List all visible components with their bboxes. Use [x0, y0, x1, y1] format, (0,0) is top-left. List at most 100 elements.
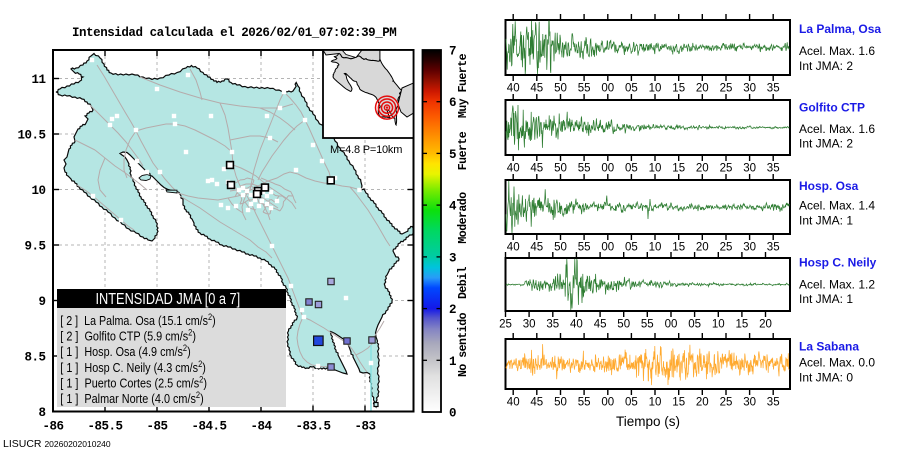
svg-text:La Palma, Osa: La Palma, Osa	[799, 22, 881, 36]
svg-text:Acel. Max. 1.4: Acel. Max. 1.4	[799, 199, 875, 213]
svg-text:50: 50	[554, 397, 567, 409]
svg-text:55: 55	[578, 397, 591, 409]
svg-text:Acel. Max. 0.0: Acel. Max. 0.0	[799, 356, 875, 370]
svg-text:40: 40	[507, 397, 520, 409]
svg-text:10: 10	[712, 319, 725, 331]
svg-text:-83.5: -83.5	[295, 420, 330, 434]
svg-text:00: 00	[601, 397, 614, 409]
svg-text:Hosp. Osa: Hosp. Osa	[799, 179, 859, 193]
svg-text:6: 6	[449, 96, 456, 110]
svg-text:25: 25	[720, 242, 733, 254]
svg-text:Int JMA: 0: Int JMA: 0	[799, 371, 853, 385]
svg-text:No sentido: No sentido	[457, 312, 470, 377]
svg-text:15: 15	[736, 319, 749, 331]
svg-text:-84: -84	[250, 420, 272, 434]
svg-text:35: 35	[767, 163, 780, 175]
svg-text:05: 05	[688, 319, 701, 331]
svg-text:[ 1 ] Hosp C. Neily (4.3 cm/s: [ 1 ] Hosp C. Neily (4.3 cm/s2)	[60, 359, 206, 375]
svg-text:7: 7	[449, 45, 456, 59]
svg-text:50: 50	[617, 319, 630, 331]
svg-text:-84.5: -84.5	[191, 420, 226, 434]
svg-text:35: 35	[767, 242, 780, 254]
svg-text:10: 10	[649, 397, 662, 409]
svg-text:30: 30	[743, 242, 756, 254]
svg-text:Int JMA: 1: Int JMA: 1	[799, 292, 853, 306]
svg-text:1: 1	[449, 355, 456, 369]
svg-text:40: 40	[507, 242, 520, 254]
svg-text:35: 35	[767, 397, 780, 409]
svg-text:Moderado: Moderado	[457, 192, 470, 244]
svg-text:Hosp C. Neily: Hosp C. Neily	[799, 256, 877, 270]
svg-text:10: 10	[31, 184, 45, 198]
svg-text:M=4.8 P=10km: M=4.8 P=10km	[330, 144, 402, 156]
svg-text:2: 2	[449, 303, 456, 317]
svg-text:40: 40	[570, 319, 583, 331]
svg-text:50: 50	[554, 242, 567, 254]
svg-text:35: 35	[767, 83, 780, 95]
svg-text:15: 15	[672, 397, 685, 409]
svg-text:[ 2 ] La Palma. Osa (15.1 cm/: [ 2 ] La Palma. Osa (15.1 cm/s2)	[60, 312, 215, 328]
svg-text:05: 05	[625, 242, 638, 254]
svg-text:00: 00	[601, 242, 614, 254]
svg-text:25: 25	[720, 163, 733, 175]
svg-text:La Sabana: La Sabana	[799, 340, 859, 354]
svg-text:05: 05	[625, 397, 638, 409]
svg-text:Golfito CTP: Golfito CTP	[799, 101, 865, 115]
svg-text:Fuerte: Fuerte	[457, 131, 470, 170]
svg-text:35: 35	[546, 319, 559, 331]
svg-text:Debil: Debil	[457, 266, 470, 299]
svg-text:55: 55	[578, 83, 591, 95]
svg-text:20: 20	[696, 163, 709, 175]
svg-text:55: 55	[578, 163, 591, 175]
svg-text:-83: -83	[354, 420, 375, 434]
svg-text:55: 55	[641, 319, 654, 331]
svg-text:15: 15	[672, 242, 685, 254]
svg-text:30: 30	[523, 319, 536, 331]
svg-text:10: 10	[649, 163, 662, 175]
svg-text:Int JMA: 2: Int JMA: 2	[799, 59, 853, 73]
svg-text:0: 0	[449, 407, 456, 421]
svg-text:10: 10	[649, 242, 662, 254]
svg-text:-85: -85	[146, 420, 167, 434]
svg-text:Acel. Max. 1.6: Acel. Max. 1.6	[799, 122, 875, 136]
svg-text:15: 15	[672, 163, 685, 175]
svg-text:Muy Fuerte: Muy Fuerte	[457, 53, 470, 118]
svg-text:30: 30	[743, 397, 756, 409]
svg-text:10: 10	[649, 83, 662, 95]
svg-text:11: 11	[31, 73, 45, 87]
svg-text:9: 9	[38, 295, 45, 309]
svg-text:45: 45	[530, 397, 543, 409]
svg-text:8.5: 8.5	[24, 351, 45, 365]
svg-text:10.5: 10.5	[17, 129, 45, 143]
svg-text:20: 20	[696, 83, 709, 95]
svg-text:00: 00	[665, 319, 678, 331]
svg-text:Acel. Max. 1.6: Acel. Max. 1.6	[799, 44, 875, 58]
svg-text:05: 05	[625, 83, 638, 95]
svg-text:25: 25	[720, 397, 733, 409]
svg-text:30: 30	[743, 163, 756, 175]
svg-text:00: 00	[601, 83, 614, 95]
svg-text:40: 40	[507, 83, 520, 95]
svg-text:55: 55	[578, 242, 591, 254]
svg-text:INTENSIDAD JMA [0 a 7]: INTENSIDAD JMA [0 a 7]	[96, 291, 241, 308]
svg-text:[ 1 ] Palmar Norte (4.0 cm/s2: [ 1 ] Palmar Norte (4.0 cm/s2)	[60, 390, 203, 406]
svg-text:Intensidad calculada el 2026/0: Intensidad calculada el 2026/02/01_07:02…	[72, 26, 396, 40]
svg-text:25: 25	[720, 83, 733, 95]
svg-text:[ 2 ] Golfito CTP (5.9 cm/s2): [ 2 ] Golfito CTP (5.9 cm/s2)	[60, 328, 196, 344]
svg-text:Acel. Max. 1.2: Acel. Max. 1.2	[799, 278, 875, 292]
svg-text:[ 1 ] Hosp. Osa (4.9 cm/s2): [ 1 ] Hosp. Osa (4.9 cm/s2)	[60, 343, 190, 359]
svg-text:9.5: 9.5	[24, 240, 45, 254]
svg-text:45: 45	[530, 163, 543, 175]
svg-text:8: 8	[38, 406, 45, 420]
svg-text:5: 5	[449, 148, 456, 162]
svg-text:Int JMA: 1: Int JMA: 1	[799, 214, 853, 228]
svg-text:45: 45	[530, 242, 543, 254]
svg-text:50: 50	[554, 163, 567, 175]
svg-text:LISUCR 20260202010240: LISUCR 20260202010240	[3, 438, 111, 450]
svg-text:20: 20	[696, 242, 709, 254]
svg-text:25: 25	[499, 319, 512, 331]
svg-text:Tiempo (s): Tiempo (s)	[616, 414, 680, 429]
svg-text:40: 40	[507, 163, 520, 175]
svg-text:20: 20	[759, 319, 772, 331]
svg-text:45: 45	[594, 319, 607, 331]
